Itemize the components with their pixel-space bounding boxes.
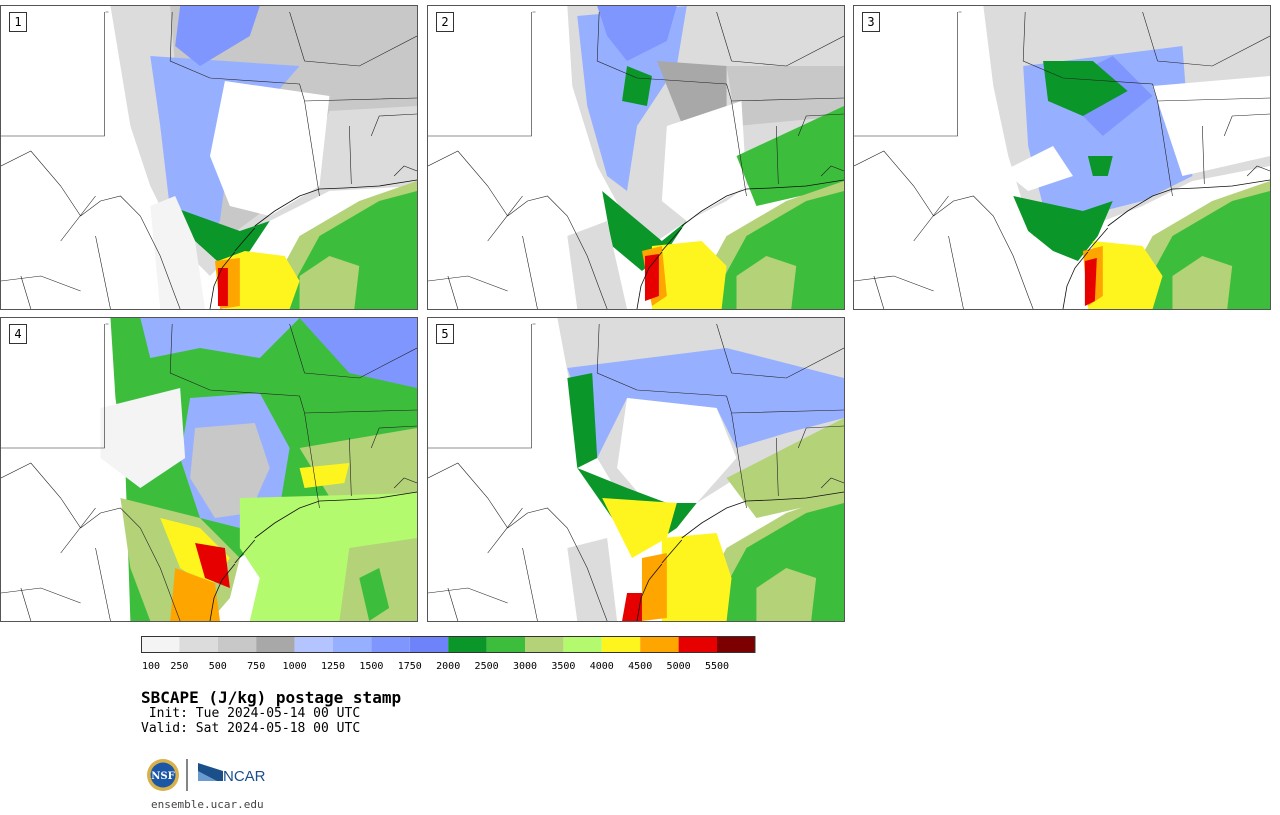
- plot-title: SBCAPE (J/kg) postage stamp: [141, 688, 402, 707]
- sbcape-map: [428, 6, 844, 309]
- colorbar-tick-label: 5000: [667, 661, 691, 672]
- colorbar-tick-label: 1500: [359, 661, 383, 672]
- valid-time: Valid: Sat 2024-05-18 00 UTC: [141, 721, 361, 736]
- colorbar-tick-label: 250: [170, 661, 188, 672]
- member-number: 5: [436, 324, 454, 344]
- colorbar-swatch: [640, 636, 679, 653]
- colorbar-tick-label: 2000: [436, 661, 460, 672]
- member-number: 2: [436, 12, 454, 32]
- colorbar-tick-label: 2500: [475, 661, 499, 672]
- colorbar-swatch: [601, 636, 641, 653]
- colorbar-tick-label: 3500: [551, 661, 575, 672]
- member-number: 1: [9, 12, 27, 32]
- colorbar-tick-label: 500: [209, 661, 227, 672]
- colorbar-tick-label: 750: [247, 661, 265, 672]
- colorbar-swatch: [294, 636, 333, 653]
- ncar-logo: NCAR: [198, 763, 266, 785]
- ncar-logo-text: NCAR: [223, 768, 266, 785]
- init-time: Init: Tue 2024-05-14 00 UTC: [141, 706, 361, 721]
- colorbar-tick-label: 100: [142, 661, 160, 672]
- member-number: 4: [9, 324, 27, 344]
- nsf-logo-text: NSF: [151, 771, 174, 782]
- colorbar-swatch: [717, 636, 756, 653]
- colorbar-tick-label: 3000: [513, 661, 537, 672]
- colorbar-swatch: [486, 636, 525, 653]
- colorbar-tick-label: 1250: [321, 661, 345, 672]
- colorbar-swatch: [141, 636, 180, 653]
- colorbar-swatch: [179, 636, 218, 653]
- colorbar-swatch: [525, 636, 564, 653]
- colorbar-swatch: [217, 636, 257, 653]
- member-number: 3: [862, 12, 880, 32]
- colorbar-tick-label: 5500: [705, 661, 729, 672]
- member-panel-2: 2: [427, 5, 845, 310]
- site-url[interactable]: ensemble.ucar.edu: [151, 798, 264, 811]
- colorbar-swatch: [409, 636, 449, 653]
- colorbar-tick-label: 4500: [628, 661, 652, 672]
- colorbar-tick-label: 1750: [398, 661, 422, 672]
- member-panel-4: 4: [0, 317, 418, 622]
- colorbar-tick-label: 4000: [590, 661, 614, 672]
- logo-group: NSF NCAR: [147, 759, 266, 791]
- sbcape-map: [1, 6, 417, 309]
- nsf-logo: NSF: [147, 759, 179, 791]
- colorbar-swatch: [333, 636, 372, 653]
- colorbar-swatch: [678, 636, 717, 653]
- colorbar-swatch: [448, 636, 487, 653]
- member-panel-5: 5: [427, 317, 845, 622]
- colorbar-swatch: [563, 636, 602, 653]
- sbcape-colorbar: 100 250 500 750 1000 1250 1500 1750 2000 2500 3000…: [141, 636, 756, 672]
- member-panel-3: 3: [853, 5, 1271, 310]
- sbcape-map: [428, 318, 844, 621]
- sbcape-map: [1, 318, 417, 621]
- member-panel-1: 1: [0, 5, 418, 310]
- colorbar-swatch: [256, 636, 295, 653]
- colorbar-tick-label: 1000: [283, 661, 307, 672]
- colorbar-swatch: [371, 636, 410, 653]
- sbcape-map: [854, 6, 1270, 309]
